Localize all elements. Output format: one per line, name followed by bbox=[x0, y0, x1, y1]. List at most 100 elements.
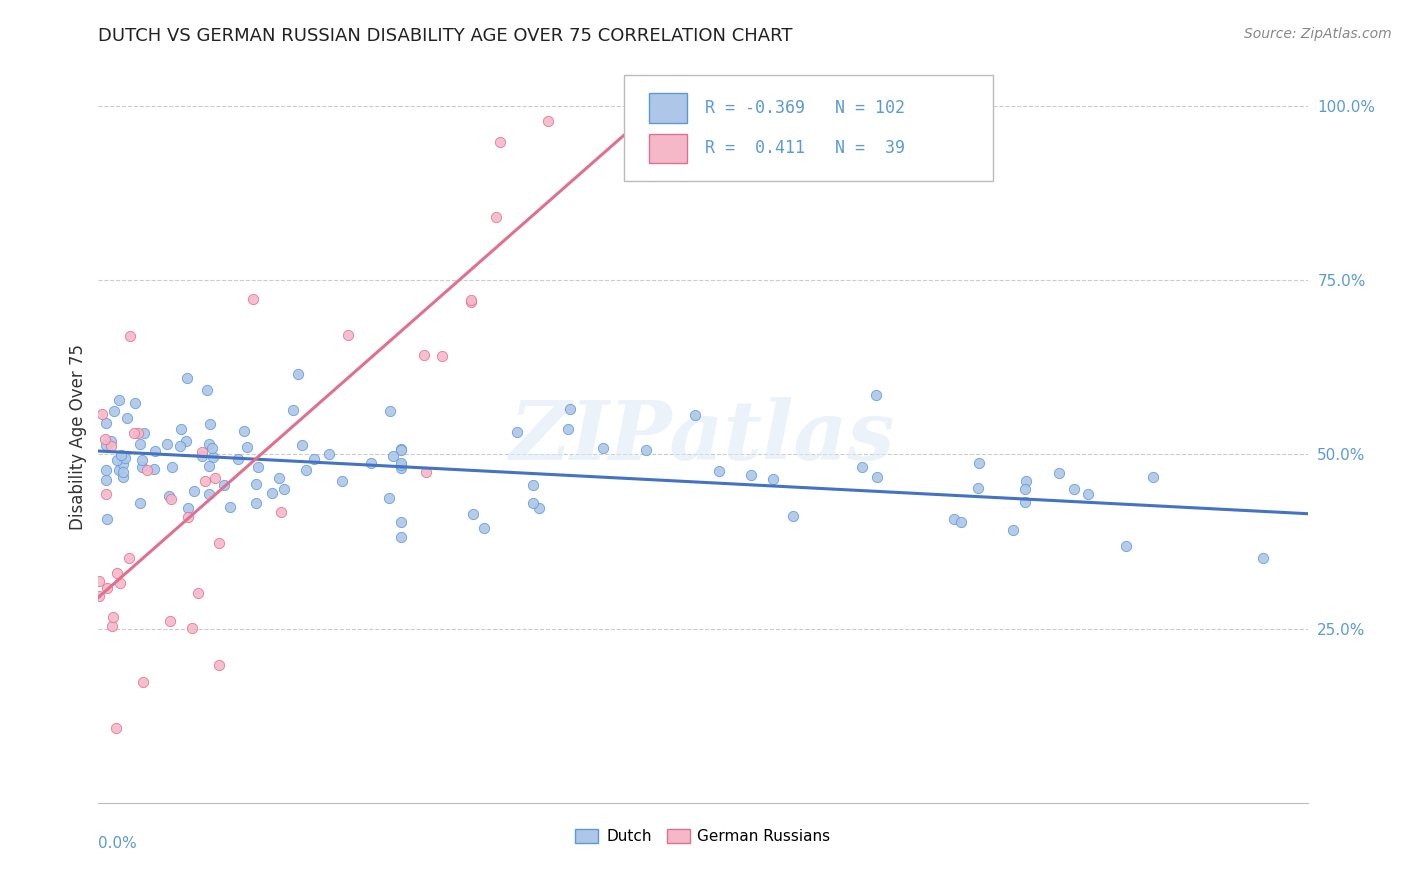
Point bbox=[291, 438, 314, 452]
Point bbox=[245, 477, 267, 491]
Point bbox=[118, 550, 141, 565]
Point bbox=[208, 536, 231, 550]
Point bbox=[430, 349, 453, 363]
Point bbox=[191, 445, 214, 459]
Text: DUTCH VS GERMAN RUSSIAN DISABILITY AGE OVER 75 CORRELATION CHART: DUTCH VS GERMAN RUSSIAN DISABILITY AGE O… bbox=[98, 27, 793, 45]
Point bbox=[96, 512, 118, 526]
Point bbox=[131, 460, 153, 475]
Point bbox=[100, 434, 122, 448]
Point bbox=[260, 485, 283, 500]
Point bbox=[94, 473, 117, 487]
Point bbox=[1142, 469, 1164, 483]
Point bbox=[707, 464, 730, 478]
FancyBboxPatch shape bbox=[648, 134, 688, 163]
Point bbox=[176, 371, 198, 385]
Point bbox=[96, 581, 118, 595]
Point bbox=[156, 437, 179, 451]
Point bbox=[1015, 474, 1038, 488]
Point bbox=[415, 465, 437, 479]
Point bbox=[124, 396, 146, 410]
Point bbox=[108, 463, 131, 477]
Point bbox=[142, 462, 165, 476]
Point bbox=[111, 457, 134, 471]
Point bbox=[270, 505, 292, 519]
Point bbox=[380, 404, 402, 418]
Point bbox=[94, 463, 117, 477]
Point bbox=[218, 500, 240, 515]
Point bbox=[360, 456, 382, 470]
Point bbox=[110, 448, 132, 462]
Point bbox=[1047, 466, 1070, 480]
Point bbox=[389, 456, 412, 470]
Point bbox=[212, 478, 235, 492]
Point bbox=[506, 425, 529, 439]
Point bbox=[114, 451, 136, 466]
Point bbox=[949, 516, 972, 530]
Point bbox=[236, 440, 259, 454]
Text: 0.0%: 0.0% bbox=[98, 836, 138, 851]
Point bbox=[295, 463, 318, 477]
Point bbox=[127, 425, 149, 440]
Point bbox=[866, 470, 889, 484]
Point bbox=[782, 508, 804, 523]
Point bbox=[304, 451, 326, 466]
Point bbox=[180, 621, 202, 635]
Point bbox=[132, 425, 155, 440]
Point bbox=[267, 471, 290, 485]
Point bbox=[129, 437, 152, 451]
Point bbox=[89, 589, 111, 603]
Point bbox=[522, 495, 544, 509]
Point bbox=[558, 402, 581, 417]
Point bbox=[132, 674, 155, 689]
Point bbox=[318, 447, 340, 461]
Point bbox=[1014, 495, 1036, 509]
Point bbox=[108, 392, 131, 407]
Point bbox=[557, 422, 579, 436]
Point bbox=[131, 453, 153, 467]
Point bbox=[389, 460, 412, 475]
Point bbox=[157, 489, 180, 503]
Point bbox=[198, 417, 221, 432]
Point bbox=[382, 449, 405, 463]
Point bbox=[208, 658, 231, 673]
Point bbox=[204, 471, 226, 485]
Point bbox=[851, 460, 873, 475]
Point bbox=[105, 566, 128, 581]
Point bbox=[194, 474, 217, 488]
Point bbox=[91, 407, 114, 421]
Point bbox=[197, 487, 219, 501]
Point bbox=[537, 114, 560, 128]
Point bbox=[1002, 523, 1025, 537]
Point bbox=[108, 575, 131, 590]
Point bbox=[170, 422, 193, 436]
Point bbox=[242, 293, 264, 307]
Point bbox=[967, 482, 990, 496]
Point bbox=[195, 383, 218, 397]
Point bbox=[942, 512, 965, 526]
Point bbox=[197, 459, 219, 474]
Point bbox=[104, 721, 127, 735]
Point bbox=[198, 437, 221, 451]
Point bbox=[105, 453, 128, 467]
Point bbox=[1014, 482, 1036, 496]
Point bbox=[103, 404, 125, 418]
Point bbox=[129, 496, 152, 510]
Point bbox=[1251, 551, 1274, 566]
Point bbox=[1077, 487, 1099, 501]
Point bbox=[460, 293, 482, 308]
Text: ZIPatlas: ZIPatlas bbox=[510, 397, 896, 477]
Text: Source: ZipAtlas.com: Source: ZipAtlas.com bbox=[1244, 27, 1392, 41]
Point bbox=[143, 443, 166, 458]
Point bbox=[389, 458, 412, 472]
Point bbox=[377, 491, 399, 506]
Y-axis label: Disability Age Over 75: Disability Age Over 75 bbox=[69, 344, 87, 530]
Point bbox=[191, 449, 214, 463]
Legend: Dutch, German Russians: Dutch, German Russians bbox=[569, 822, 837, 850]
Point bbox=[120, 329, 142, 343]
Point bbox=[177, 500, 200, 515]
Point bbox=[94, 417, 117, 431]
Point bbox=[489, 135, 512, 149]
Point bbox=[592, 442, 614, 456]
Point bbox=[233, 424, 256, 438]
Point bbox=[124, 425, 146, 440]
